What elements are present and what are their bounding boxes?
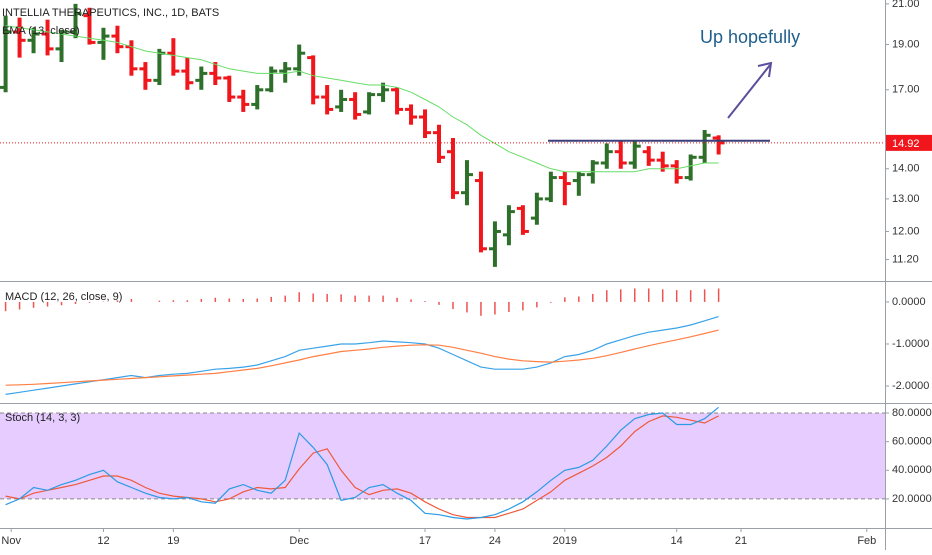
y-tick-label: 21.00: [892, 0, 920, 10]
last-price-box: [886, 134, 932, 151]
y-tick-label: 40.0000: [892, 464, 932, 476]
y-tick-label: 14.00: [892, 163, 920, 175]
y-tick-label: 0.0000: [892, 296, 926, 308]
signal-line: [5, 329, 719, 386]
y-tick-label: 60.0000: [892, 436, 932, 448]
plot-layer: [0, 3, 932, 532]
x-tick-label: 19: [167, 535, 179, 547]
x-tick-label: 24: [489, 535, 501, 547]
annotation-arrow: [727, 64, 771, 119]
x-tick-label: Dec: [289, 535, 309, 547]
stoch-band: [0, 413, 885, 499]
y-tick-label: -1.0000: [892, 338, 929, 350]
x-tick-label: Nov: [1, 535, 21, 547]
y-tick-label: 80.0000: [892, 407, 932, 419]
indicator-label: MACD (12, 26, close, 9): [5, 291, 122, 303]
d-line: [5, 415, 719, 519]
last-price-label: 14.92: [892, 138, 920, 150]
x-tick-label: Feb: [857, 535, 876, 547]
y-tick-label: 11.20: [892, 253, 919, 265]
y-tick-label: 12.00: [892, 225, 920, 237]
macd-line: [5, 316, 719, 395]
indicator-label: Stoch (14, 3, 3): [5, 412, 80, 424]
annotation-arrowhead: [757, 61, 773, 78]
indicator-label: EMA (13, close): [2, 25, 80, 37]
y-tick-label: 13.00: [892, 193, 920, 205]
x-tick-label: 2019: [553, 535, 577, 547]
y-tick-label: 20.0000: [892, 493, 932, 505]
y-tick-label: -2.0000: [892, 380, 929, 392]
k-line: [5, 406, 719, 520]
x-tick-label: 17: [419, 535, 431, 547]
chart-title: INTELLIA THERAPEUTICS, INC., 1D, BATS: [2, 7, 219, 19]
x-tick-label: 14: [671, 535, 683, 547]
x-tick-label: 12: [97, 535, 109, 547]
x-tick-label: 21: [735, 535, 747, 547]
y-tick-label: 19.00: [892, 38, 920, 50]
ema-line: [5, 25, 719, 173]
y-tick-label: 17.00: [892, 84, 920, 96]
annotation: Up hopefully: [700, 27, 800, 47]
